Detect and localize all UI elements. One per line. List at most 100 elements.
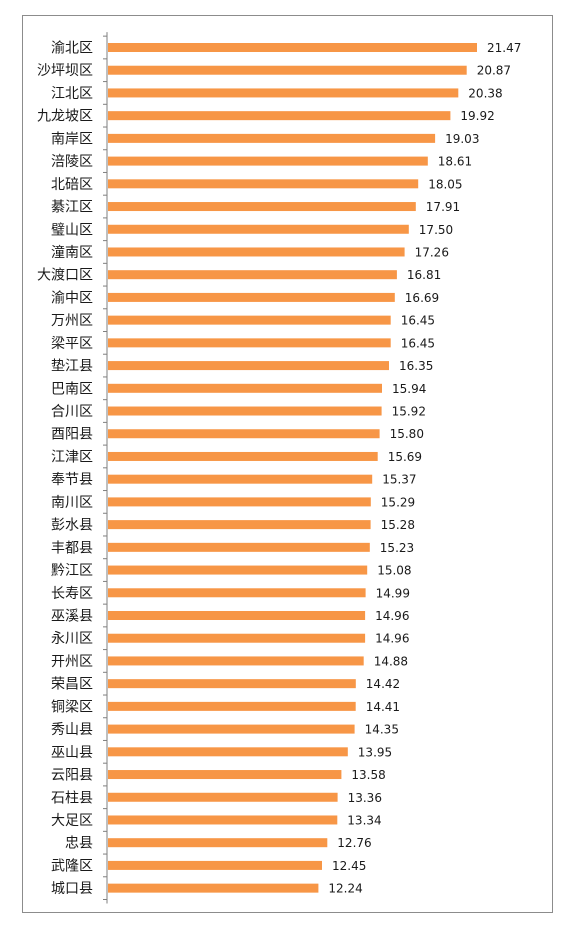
data-label: 15.28 (381, 518, 415, 532)
bar (108, 611, 366, 620)
data-label: 15.69 (388, 450, 422, 464)
category-label: 潼南区 (51, 244, 93, 261)
data-label: 19.92 (460, 109, 494, 123)
data-label: 16.45 (401, 314, 435, 328)
data-label: 17.91 (426, 200, 460, 214)
bar (108, 202, 416, 212)
bar (108, 542, 370, 552)
category-label: 黔江区 (51, 563, 93, 579)
data-label: 17.50 (419, 223, 453, 237)
data-label: 18.61 (438, 155, 472, 169)
bar (108, 315, 391, 325)
data-label: 17.26 (415, 245, 449, 259)
category-label: 合川区 (51, 404, 93, 420)
data-label: 15.08 (377, 564, 411, 578)
bar (108, 656, 364, 666)
data-label: 14.96 (375, 632, 409, 646)
bar-chart: 渝北区 21.47 沙坪坝区 20.87 江北区 20.38 九龙坡区 19.92 南岸区 19.… (37, 32, 521, 904)
category-label: 九龙坡区 (37, 109, 93, 125)
category-label: 璧山区 (51, 221, 93, 238)
bar (108, 860, 322, 870)
data-label: 13.34 (347, 813, 381, 827)
data-label: 15.80 (390, 427, 424, 441)
bar (108, 247, 405, 257)
category-label: 武隆区 (51, 858, 93, 874)
data-label: 20.38 (468, 86, 502, 100)
bar (108, 88, 459, 98)
category-label: 秀山县 (51, 722, 93, 738)
category-label: 大渡口区 (37, 268, 93, 284)
category-label: 涪陵区 (51, 154, 93, 170)
bar (108, 338, 391, 348)
data-label: 14.35 (365, 723, 399, 737)
data-label: 12.24 (328, 882, 362, 896)
bar (108, 724, 355, 734)
category-label: 梁平区 (51, 336, 93, 352)
category-label: 北碚区 (51, 177, 93, 193)
category-label: 綦江区 (51, 200, 93, 216)
bar (108, 838, 328, 848)
category-label: 南川区 (51, 495, 93, 511)
bar (108, 65, 467, 75)
category-label: 沙坪坝区 (37, 63, 93, 79)
category-label: 巫山县 (51, 745, 93, 761)
bar (108, 429, 380, 439)
data-label: 16.69 (405, 291, 439, 305)
data-label: 15.29 (381, 495, 415, 509)
category-label: 江津区 (51, 449, 93, 465)
data-label: 13.36 (348, 791, 382, 805)
category-label: 永川区 (51, 631, 93, 647)
data-label: 13.58 (351, 768, 385, 782)
category-label: 南岸区 (51, 131, 93, 147)
data-label: 14.41 (366, 700, 400, 714)
bar (108, 792, 338, 802)
bar (108, 770, 342, 780)
bar (108, 701, 356, 711)
data-label: 14.99 (376, 586, 410, 600)
data-label: 12.45 (332, 859, 366, 873)
bar (108, 383, 382, 393)
category-label: 长寿区 (51, 585, 93, 602)
bar (108, 111, 451, 121)
bar (108, 747, 348, 757)
bar (108, 179, 419, 189)
bar (108, 451, 378, 461)
bar (108, 679, 356, 689)
data-label: 14.42 (366, 677, 400, 691)
category-label: 石柱县 (51, 790, 93, 806)
data-label: 16.81 (407, 268, 441, 282)
data-label: 15.94 (392, 382, 426, 396)
bar (108, 406, 382, 416)
bar (108, 520, 371, 530)
data-label: 13.95 (358, 745, 392, 759)
category-label: 荣昌区 (51, 677, 93, 693)
chart-frame: 渝北区 21.47 沙坪坝区 20.87 江北区 20.38 九龙坡区 19.92 南岸区 19.… (22, 15, 553, 913)
bar (108, 224, 409, 234)
category-label: 开州区 (51, 654, 93, 670)
category-label: 江北区 (51, 86, 93, 102)
category-label: 铜梁区 (51, 699, 93, 715)
data-label: 16.45 (401, 336, 435, 350)
category-label: 丰都县 (51, 540, 93, 556)
category-label: 垫江县 (51, 359, 93, 375)
category-label: 奉节县 (51, 472, 93, 488)
bar (108, 133, 436, 143)
data-label: 14.96 (375, 609, 409, 623)
data-label: 15.23 (380, 541, 414, 555)
data-label: 15.92 (392, 405, 426, 419)
data-label: 16.35 (399, 359, 433, 373)
category-label: 云阳县 (51, 768, 93, 784)
bar (108, 156, 428, 166)
category-label: 巫溪县 (51, 609, 93, 625)
category-label: 酉阳县 (51, 427, 93, 443)
data-label: 20.87 (477, 64, 511, 78)
category-label: 巴南区 (51, 381, 93, 397)
data-label: 15.37 (382, 473, 416, 487)
bar (108, 633, 366, 643)
data-label: 19.03 (445, 132, 479, 146)
category-label: 渝北区 (51, 41, 93, 57)
data-label: 18.05 (428, 177, 462, 191)
category-label: 忠县 (65, 836, 93, 852)
data-label: 14.88 (374, 654, 408, 668)
category-label: 渝中区 (51, 290, 93, 306)
